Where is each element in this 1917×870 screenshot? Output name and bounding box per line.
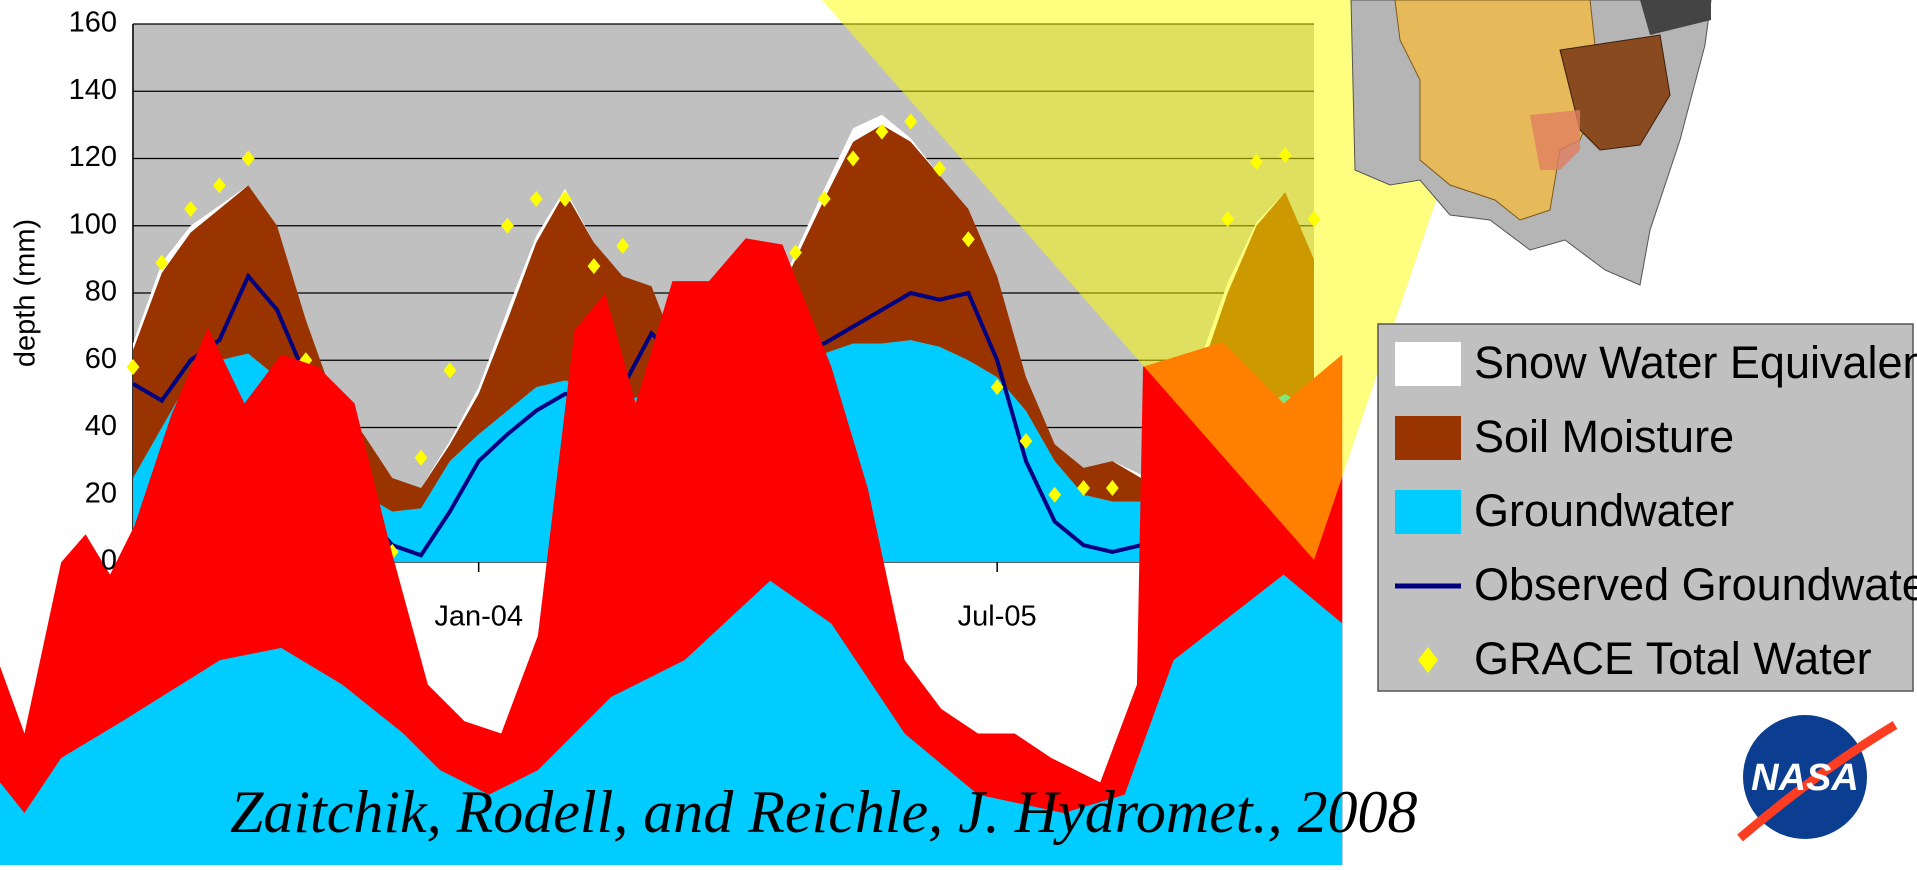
y-tick-label: 160	[69, 7, 117, 39]
legend-swatch	[1395, 490, 1461, 534]
y-tick-label: 140	[69, 74, 117, 106]
y-tick-label: 80	[85, 276, 117, 308]
x-tick-label: Jul-05	[958, 601, 1037, 633]
legend-label: Groundwater	[1474, 485, 1734, 536]
slide: depth (mm) 0 20 40 60 80 100 120 140 160 Jan-04 Ju…	[0, 0, 1917, 865]
y-tick-label: 20	[85, 477, 117, 509]
x-tick-label: Jan-04	[434, 601, 523, 633]
legend-label: GRACE Total Water	[1474, 633, 1872, 684]
legend-label: Observed Groundwater	[1474, 559, 1917, 610]
nasa-logo: NASA	[1740, 715, 1895, 839]
y-tick-label: 120	[69, 141, 117, 173]
legend-label: Snow Water Equivalent	[1474, 337, 1917, 388]
y-axis-title: depth (mm)	[10, 219, 42, 367]
y-tick-label: 100	[69, 208, 117, 240]
y-tick-label: 0	[101, 545, 117, 577]
legend-swatch	[1395, 416, 1461, 460]
y-tick-label: 60	[85, 343, 117, 375]
legend-label: Soil Moisture	[1474, 411, 1734, 462]
y-tick-label: 40	[85, 410, 117, 442]
legend-swatch	[1395, 342, 1461, 386]
citation: Zaitchik, Rodell, and Reichle, J. Hydrom…	[230, 779, 1418, 845]
logo-text: NASA	[1751, 757, 1859, 799]
legend: Snow Water Equivalent Soil Moisture Ground…	[1378, 324, 1917, 691]
